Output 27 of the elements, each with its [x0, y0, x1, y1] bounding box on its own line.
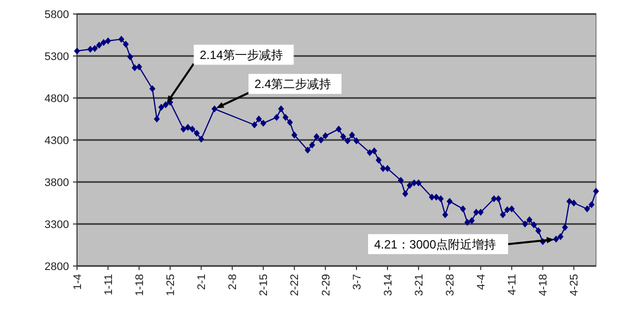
x-tick-label: 4-25 — [568, 274, 581, 296]
x-tick-label: 3-14 — [382, 274, 394, 296]
x-tick-label: 2-22 — [289, 274, 302, 296]
x-tick-label: 3-7 — [351, 274, 364, 290]
x-tick-label: 2-29 — [320, 274, 332, 296]
x-tick-label: 2-15 — [258, 274, 270, 296]
x-tick-label: 2-1 — [196, 274, 208, 290]
y-tick-label: 3800 — [44, 176, 69, 189]
x-tick-label: 1-4 — [72, 274, 84, 290]
y-tick-label: 2800 — [44, 260, 69, 273]
x-tick-label: 3-28 — [444, 274, 456, 296]
x-tick-label: 1-25 — [165, 274, 178, 296]
x-tick-label: 3-21 — [413, 274, 426, 296]
y-tick-label: 4800 — [44, 92, 69, 105]
annotation: 2.14第一步减持 — [200, 48, 284, 62]
annotation: 4.21：3000点附近增持 — [374, 237, 496, 252]
x-tick-label: 1-18 — [134, 274, 146, 296]
y-tick-label: 3300 — [44, 218, 69, 231]
y-tick-label: 5800 — [44, 8, 69, 21]
x-tick-label: 1-11 — [102, 274, 115, 296]
y-tick-label: 5300 — [44, 50, 69, 63]
x-tick-label: 4-18 — [538, 274, 550, 296]
x-tick-label: 4-4 — [476, 274, 488, 290]
x-tick-label: 2-8 — [227, 274, 240, 290]
annotation: 2.4第二步减持 — [254, 77, 332, 92]
x-tick-label: 4-11 — [506, 274, 519, 296]
y-tick-label: 4300 — [44, 134, 69, 147]
